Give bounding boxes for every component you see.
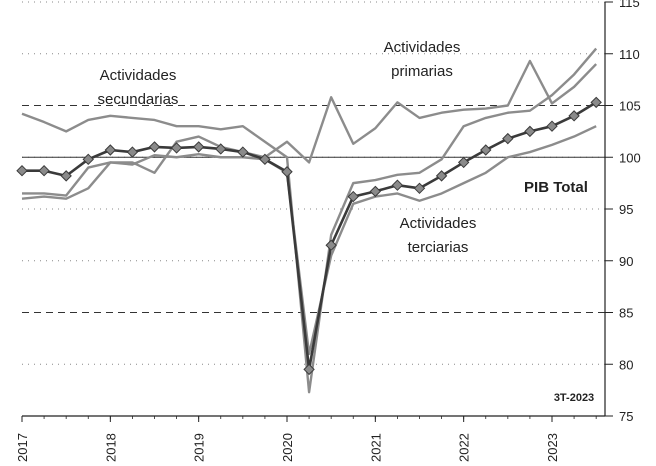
- marker: [369, 185, 382, 198]
- marker: [546, 120, 558, 132]
- y-tick-label: 85: [619, 306, 633, 321]
- y-tick-label: 75: [619, 409, 633, 424]
- x-tick-label: 2023: [545, 433, 560, 462]
- y-tick-label: 100: [619, 150, 641, 165]
- marker: [215, 143, 227, 155]
- marker: [38, 164, 50, 177]
- marker: [237, 146, 249, 158]
- series-label: Actividades primarias: [383, 39, 461, 80]
- x-tick-label: 2018: [103, 433, 118, 462]
- marker: [126, 146, 139, 158]
- marker: [60, 170, 72, 182]
- series-line: [21, 47, 598, 394]
- marker: [325, 239, 337, 251]
- marker: [303, 363, 315, 376]
- y-tick-label: 110: [619, 47, 640, 62]
- marker: [568, 110, 580, 122]
- marker: [590, 96, 602, 109]
- series-line: [21, 125, 597, 356]
- marker: [413, 182, 426, 195]
- marker: [524, 125, 536, 138]
- marker: [82, 153, 94, 166]
- marker: [192, 141, 205, 153]
- y-tick-label: 80: [619, 357, 633, 372]
- y-tick-label: 90: [619, 254, 633, 269]
- marker: [104, 144, 117, 156]
- marker: [457, 156, 470, 169]
- marker: [435, 170, 448, 182]
- x-tick-label: 2019: [192, 433, 207, 462]
- marker: [16, 164, 28, 177]
- x-tick-label: 2020: [280, 433, 295, 462]
- x-tick-label: 2022: [457, 433, 472, 462]
- marker: [347, 190, 359, 203]
- series-label: Actividades terciarias: [399, 215, 477, 256]
- annotation: 3T-2023: [553, 392, 595, 404]
- marker: [391, 179, 404, 191]
- marker: [148, 141, 161, 153]
- marker: [170, 142, 183, 154]
- y-tick-label: 105: [619, 99, 641, 114]
- series-label: PIB Total: [524, 179, 588, 196]
- marker: [502, 132, 514, 145]
- x-tick-label: 2017: [15, 433, 30, 462]
- marker: [259, 153, 271, 166]
- marker: [480, 144, 492, 156]
- x-tick-label: 2021: [368, 433, 383, 462]
- marker: [281, 166, 293, 178]
- series-label: Actividades secundarias: [97, 67, 179, 108]
- y-tick-label: 95: [619, 202, 633, 217]
- series-line: [22, 101, 597, 371]
- y-tick-label: 115: [619, 0, 640, 10]
